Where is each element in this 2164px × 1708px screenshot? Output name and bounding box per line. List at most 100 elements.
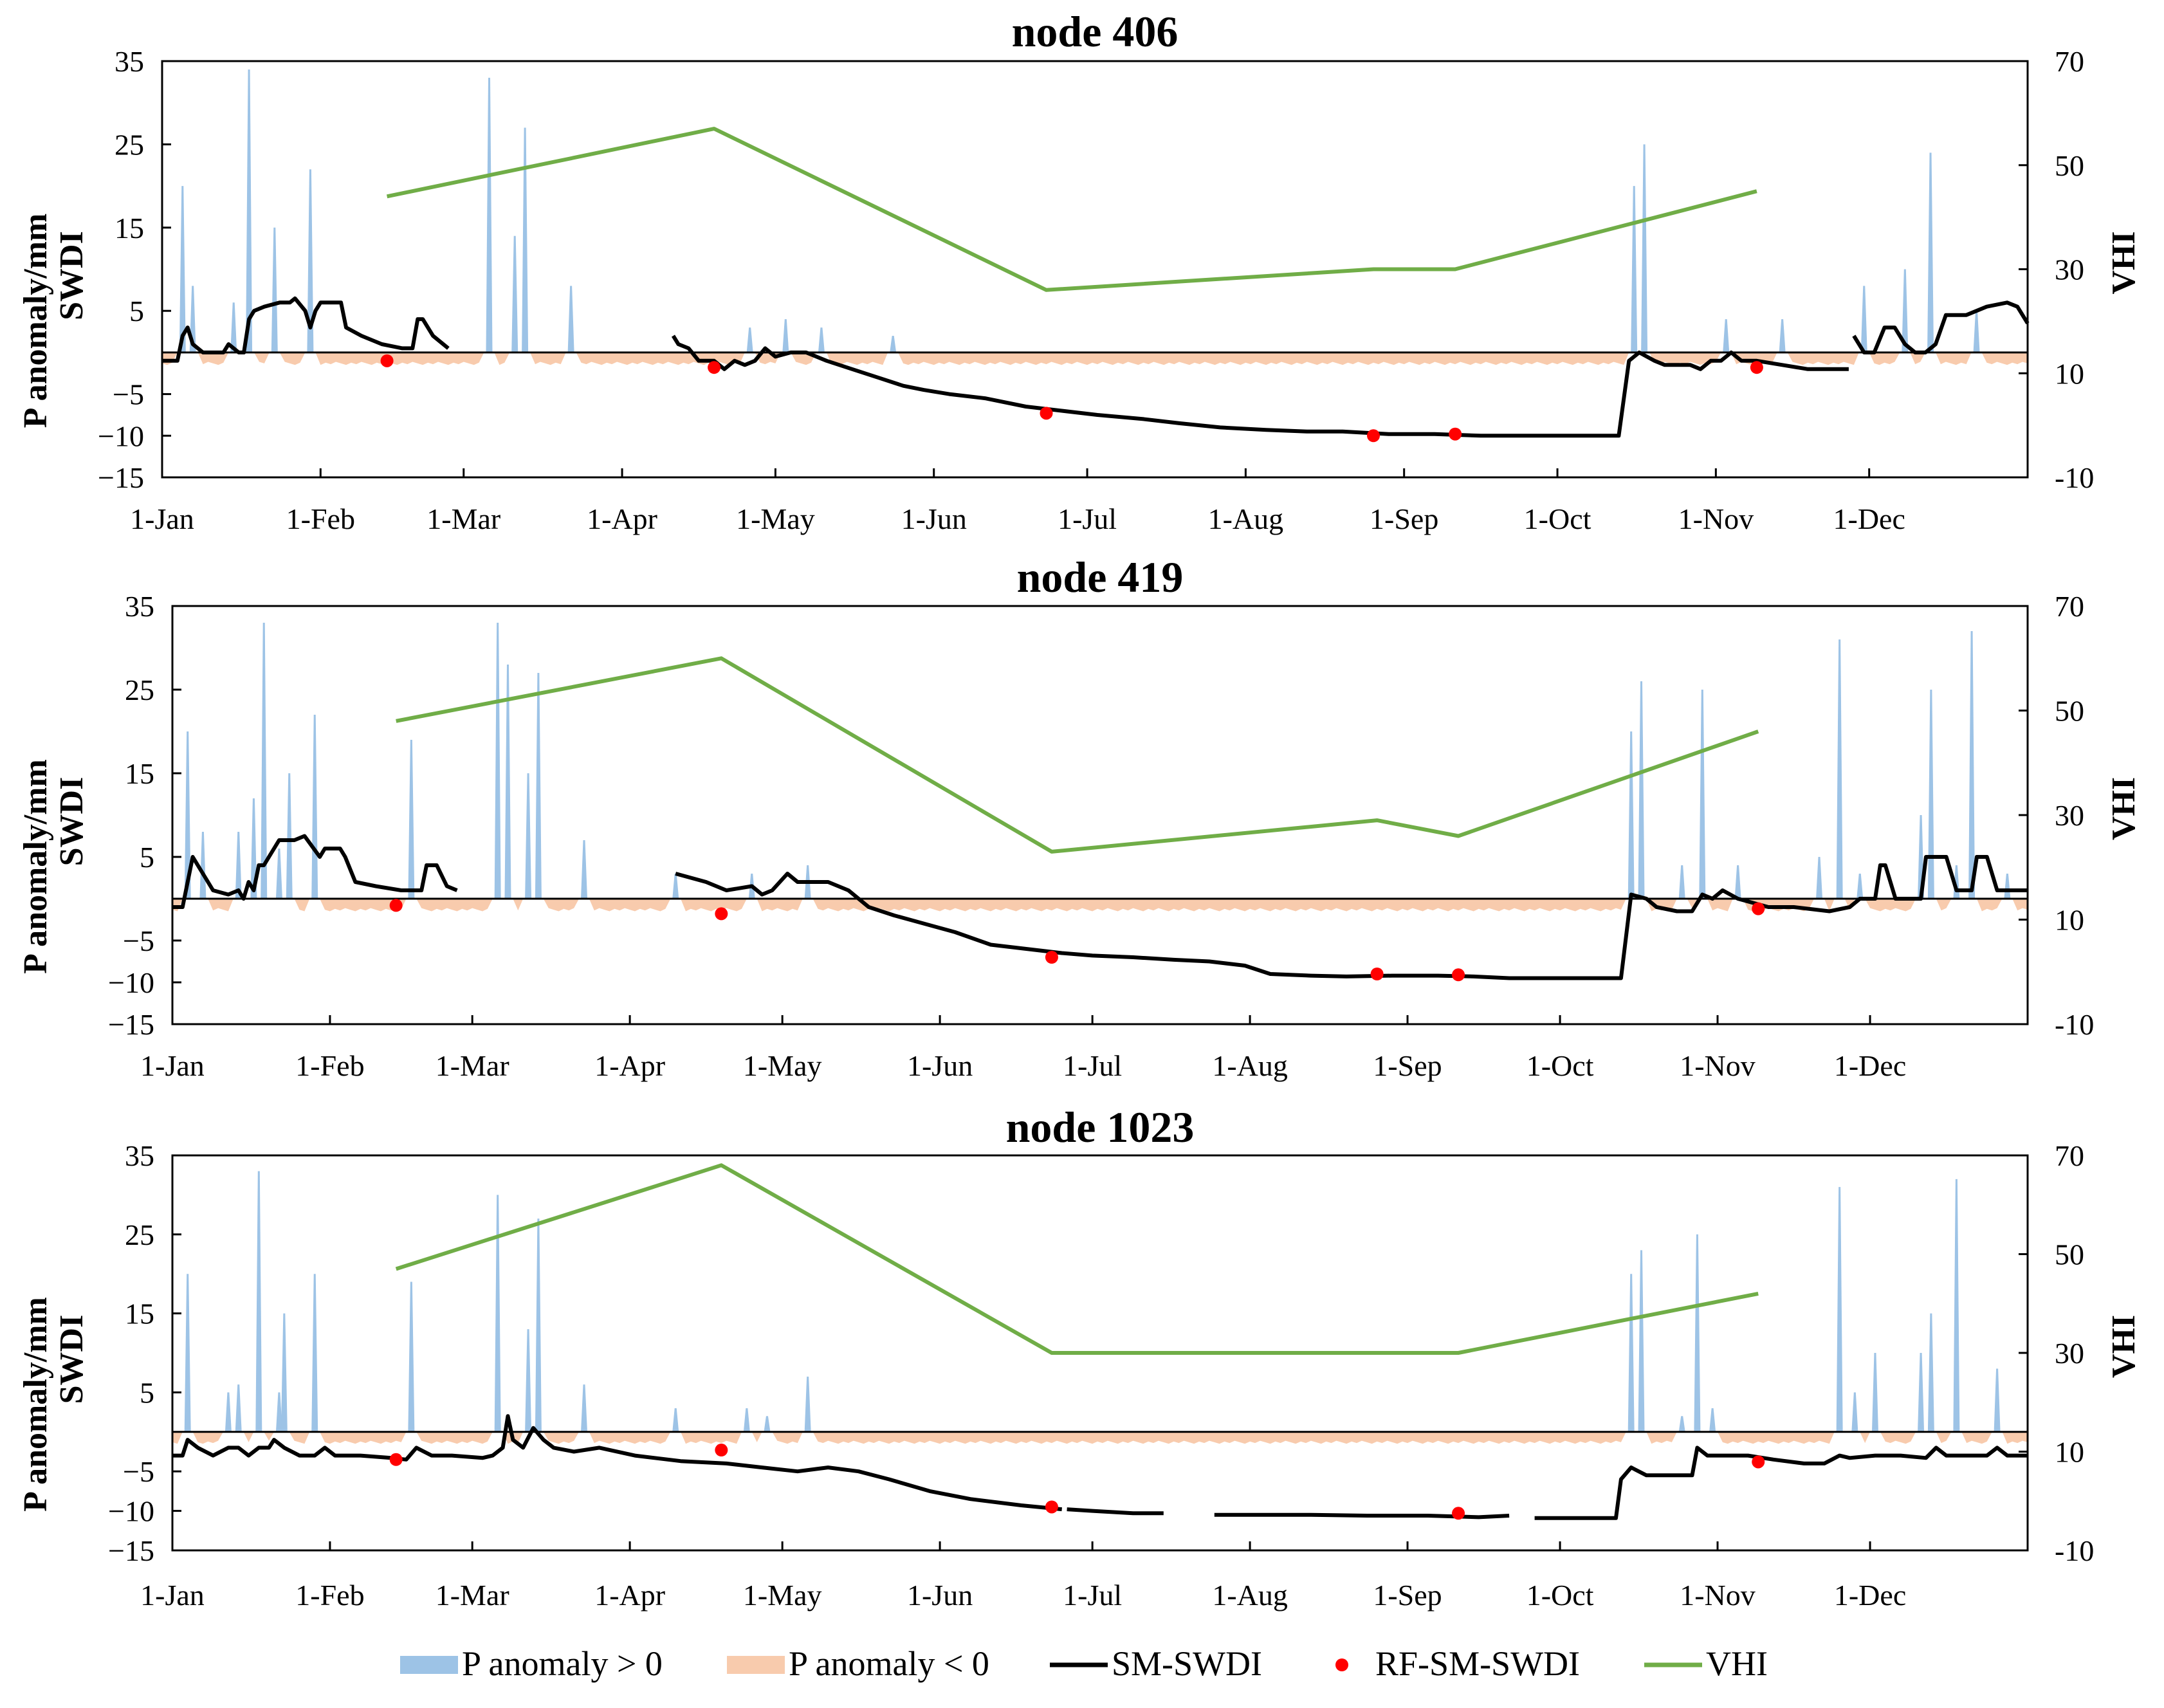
rf-sm-swdi-point [715, 907, 728, 921]
y-left-tick-label: 5 [129, 295, 144, 327]
legend-label-rf: RF-SM-SWDI [1375, 1644, 1580, 1683]
p-anomaly-positive-spike [581, 840, 588, 899]
p-anomaly-positive-spike [311, 715, 318, 899]
y-left-tick-label: 35 [125, 590, 154, 623]
p-anomaly-positive-spike [255, 1171, 262, 1432]
y-left-tick-label: 5 [140, 841, 154, 874]
p-anomaly-positive-spike [1638, 1250, 1645, 1432]
p-anomaly-positive-spike [1699, 690, 1706, 899]
legend-label-pos: P anomaly > 0 [462, 1644, 663, 1683]
x-tick-label: 1-Nov [1680, 1049, 1756, 1082]
sm-swdi-line [162, 296, 450, 363]
y-right-tick-label: 30 [2055, 1337, 2084, 1370]
x-tick-label: 1-Feb [286, 502, 355, 535]
chart-title: node 406 [1012, 7, 1178, 56]
y-left-tick-label: −10 [98, 419, 144, 452]
x-tick-label: 1-Jan [140, 1049, 205, 1082]
x-tick-label: 1-Oct [1527, 1049, 1594, 1082]
p-anomaly-positive-spike [1968, 631, 1976, 899]
rf-sm-swdi-point [389, 1453, 403, 1466]
legend-item-rf: RF-SM-SWDI [1335, 1644, 1580, 1683]
p-anomaly-positive-spike [1628, 1274, 1635, 1432]
chart-title: node 1023 [1006, 1103, 1195, 1152]
p-anomaly-positive-spike [286, 773, 293, 899]
rf-sm-swdi-point [1752, 902, 1765, 915]
p-anomaly-positive-spike [408, 740, 415, 899]
p-anomaly-positive-spike [261, 623, 268, 899]
y-left-label-swdi: SWDI [53, 231, 90, 320]
legend: P anomaly > 0 P anomaly < 0 SM-SWDI RF-SM-S… [400, 1644, 1768, 1683]
legend-item-neg: P anomaly < 0 [727, 1644, 989, 1683]
legend-label-vhi: VHI [1706, 1644, 1768, 1683]
p-anomaly-positive-spike [235, 1384, 242, 1432]
y-left-label-swdi: SWDI [53, 1315, 90, 1404]
rf-sm-swdi-point [380, 354, 394, 367]
chart-panel-1: node 406 35 25 15 5 −5 −10 −15 70 50 30 10 -10 1-Jan 1… [17, 7, 2142, 535]
y-left-tick-label: −15 [98, 461, 144, 494]
x-tick-label: 1-Apr [587, 502, 657, 535]
legend-swatch-neg [727, 1656, 785, 1674]
sm-swdi-line [1214, 1512, 1510, 1520]
x-tick-label: 1-Aug [1208, 502, 1284, 535]
p-anomaly-positive-spike [764, 1416, 771, 1432]
p-anomaly-positive-spike [743, 1408, 750, 1432]
p-anomaly-positive-spike [1631, 186, 1638, 353]
rf-sm-swdi-point [1040, 407, 1053, 420]
y-left-tick-label: −10 [108, 1495, 154, 1528]
sm-swdi-line [1852, 300, 2030, 354]
p-anomaly-positive-spike [1953, 1179, 1960, 1432]
p-anomaly-positive-spike [275, 849, 282, 899]
p-anomaly-positive-spike [525, 1329, 532, 1432]
x-tick-label: 1-Feb [295, 1579, 364, 1612]
x-tick-label: 1-Jul [1058, 502, 1117, 535]
p-anomaly-positive-spike [1927, 152, 1934, 353]
sm-swdi-line [671, 335, 1849, 438]
x-tick-label: 1-Jul [1063, 1049, 1122, 1082]
x-tick-label: 1-Dec [1833, 502, 1905, 535]
p-anomaly-positive-spike [179, 186, 186, 353]
sm-swdi-line [1067, 1507, 1164, 1516]
y-left-label: P anomaly/mm [17, 214, 54, 428]
rf-sm-swdi-point [1367, 429, 1380, 443]
p-anomaly-positive-spike [184, 1274, 191, 1432]
p-anomaly-positive-spike [890, 336, 897, 353]
p-anomaly-positive-spike [535, 1218, 542, 1432]
legend-label-swdi: SM-SWDI [1112, 1644, 1262, 1683]
rf-sm-swdi-point [1370, 968, 1384, 980]
rf-sm-swdi-point [1452, 1507, 1465, 1520]
rf-sm-swdi-point [1752, 1455, 1765, 1469]
vhi-line [396, 656, 1759, 854]
p-anomaly-positive-spike [1857, 874, 1864, 899]
p-anomaly-positive-spike [1694, 1234, 1701, 1432]
x-tick-label: 1-Jan [140, 1579, 205, 1612]
y-left-tick-label: 25 [125, 1218, 154, 1251]
p-anomaly-negative-area [172, 1431, 2028, 1444]
p-anomaly-positive-spike [1860, 286, 1867, 353]
p-anomaly-positive-spike [408, 1281, 415, 1432]
y-right-tick-label: 70 [2055, 590, 2084, 623]
p-anomaly-positive-spike [1918, 1353, 1925, 1432]
p-anomaly-positive-spike [275, 1392, 282, 1432]
legend-label-neg: P anomaly < 0 [789, 1644, 989, 1683]
p-anomaly-positive-spike [1836, 1187, 1843, 1432]
p-anomaly-positive-spike [280, 1313, 288, 1432]
x-tick-label: 1-Oct [1524, 502, 1591, 535]
p-anomaly-positive-spike [1678, 865, 1685, 899]
y-left-tick-label: −10 [108, 966, 154, 999]
rf-sm-swdi-point [708, 361, 721, 374]
y-right-tick-label: 30 [2055, 253, 2084, 286]
x-tick-label: 1-Jun [901, 502, 967, 535]
p-anomaly-positive-spike [199, 832, 206, 899]
p-anomaly-positive-spike [511, 235, 518, 353]
p-anomaly-positive-spike [494, 1195, 501, 1432]
x-tick-label: 1-Jun [907, 1579, 973, 1612]
x-tick-label: 1-Jul [1063, 1579, 1122, 1612]
y-left-tick-label: 35 [115, 45, 144, 78]
p-anomaly-positive-spike [1779, 319, 1786, 353]
p-anomaly-positive-spike [746, 327, 753, 353]
y-left-tick-label: 15 [125, 1298, 154, 1330]
x-tick-label: 1-Oct [1527, 1579, 1594, 1612]
sm-swdi-line [172, 1414, 1062, 1512]
p-anomaly-positive-spike [782, 319, 789, 353]
